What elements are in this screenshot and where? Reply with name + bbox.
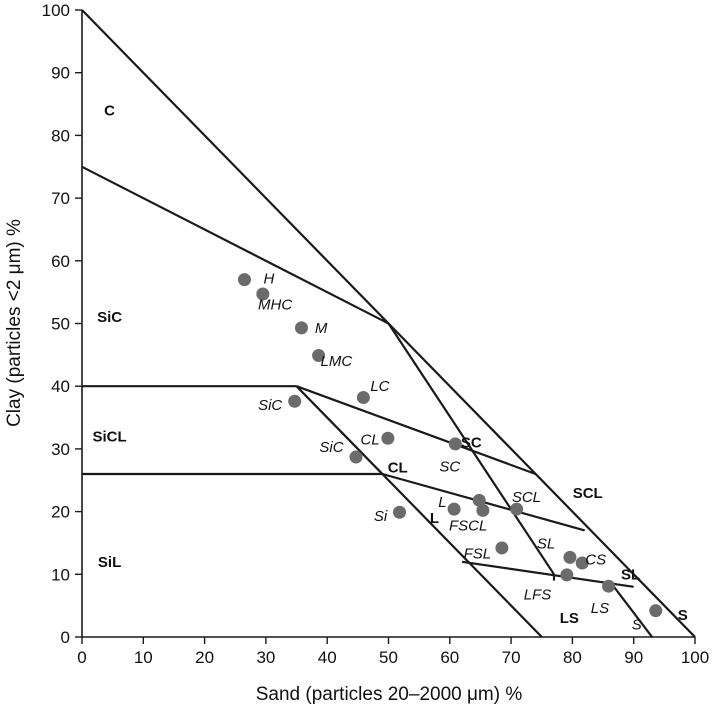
point-fscl [476,503,490,517]
point-label-s: S [632,616,642,633]
point-label-sic: SiC [258,397,282,414]
point-label-sc: SC [439,458,460,475]
x-tick-label: 10 [134,648,153,667]
x-tick-label: 0 [77,648,86,667]
x-tick-label: 20 [195,648,214,667]
point-label-l: L [438,494,446,511]
point-label-scl: SCL [512,489,541,506]
x-tick-label: 90 [624,648,643,667]
data-points: HMHCMLMCLCSiCCLSiCSCSiLFSCLSCLFSLSLCSLFS… [237,270,663,633]
x-tick-label: 40 [318,648,337,667]
point-lc [356,390,370,404]
y-tick-label: 30 [51,440,70,459]
point-label-sl: SL [537,536,555,553]
point-si [393,505,407,519]
point-ls [602,579,616,593]
x-tick-label: 70 [502,648,521,667]
x-tick-label: 60 [440,648,459,667]
y-tick-label: 50 [51,315,70,334]
point-h [237,273,251,287]
x-tick-label: 30 [256,648,275,667]
point-cl [381,431,395,445]
y-tick-label: 100 [42,1,70,20]
point-sic [288,394,302,408]
region-label-sicl: SiCL [92,428,126,445]
point-fscl [472,493,486,507]
point-cs [575,556,589,570]
point-label-fsl: FSL [464,546,492,563]
region-label-sc: SC [461,435,482,452]
point-mhc [256,287,270,301]
y-tick-label: 20 [51,503,70,522]
y-tick-label: 80 [51,126,70,145]
point-label-ls: LS [591,600,609,617]
x-tick-label: 80 [563,648,582,667]
region-label-sil: SiL [98,554,121,571]
region-label-s: S [678,607,688,624]
point-label-mhc: MHC [258,297,292,314]
point-label-h: H [264,270,275,287]
point-fsl [495,541,509,555]
point-sl [563,550,577,564]
x-tick-label: 50 [379,648,398,667]
boundary-lc-sc-line [296,385,536,476]
region-label-ls: LS [560,610,579,627]
point-label-m: M [315,320,328,337]
point-scl [510,502,524,516]
y-tick-label: 70 [51,189,70,208]
axes: 0 10 20 30 40 50 60 70 80 90 100 0 10 20 30 40 50 60 70 80 9… [42,1,710,667]
point-label-fscl: FSCL [449,517,487,534]
region-label-sl: SL [621,566,640,583]
region-label-sic: SiC [97,309,122,326]
y-tick-label: 40 [51,377,70,396]
point-m [294,321,308,335]
region-label-cl: CL [388,460,408,477]
x-axis-title: Sand (particles 20–2000 μm) % [256,684,523,705]
boundary-silt-loam-line [295,385,543,638]
y-axis-title: Clay (particles <2 μm) % [4,219,25,427]
point-label-lc: LC [370,378,389,395]
x-tick-label: 100 [681,648,709,667]
boundary-sl-ls-line [608,579,653,638]
boundary-c-sc-line [387,322,555,575]
point-sc [448,437,462,451]
class-boundaries [81,9,696,638]
point-label-cl: CL [361,431,380,448]
point-s [649,604,663,618]
y-tick-label: 60 [51,252,70,271]
boundary-c-sic-line [81,165,390,325]
y-tick-label: 0 [61,628,70,647]
y-tick-label: 10 [51,565,70,584]
point-l [447,502,461,516]
region-label-c: C [104,102,115,119]
y-tick-label: 90 [51,64,70,83]
point-lfs [560,568,574,582]
point-lmc [312,348,326,362]
point-label-cs: CS [585,551,606,568]
point-label-sic: SiC [319,439,343,456]
point-label-si: Si [374,508,388,525]
region-label-l: L [430,510,439,527]
point-label-lmc: LMC [321,353,353,370]
region-label-scl: SCL [573,485,603,502]
point-label-lfs: LFS [524,586,552,603]
point-sic [349,450,363,464]
